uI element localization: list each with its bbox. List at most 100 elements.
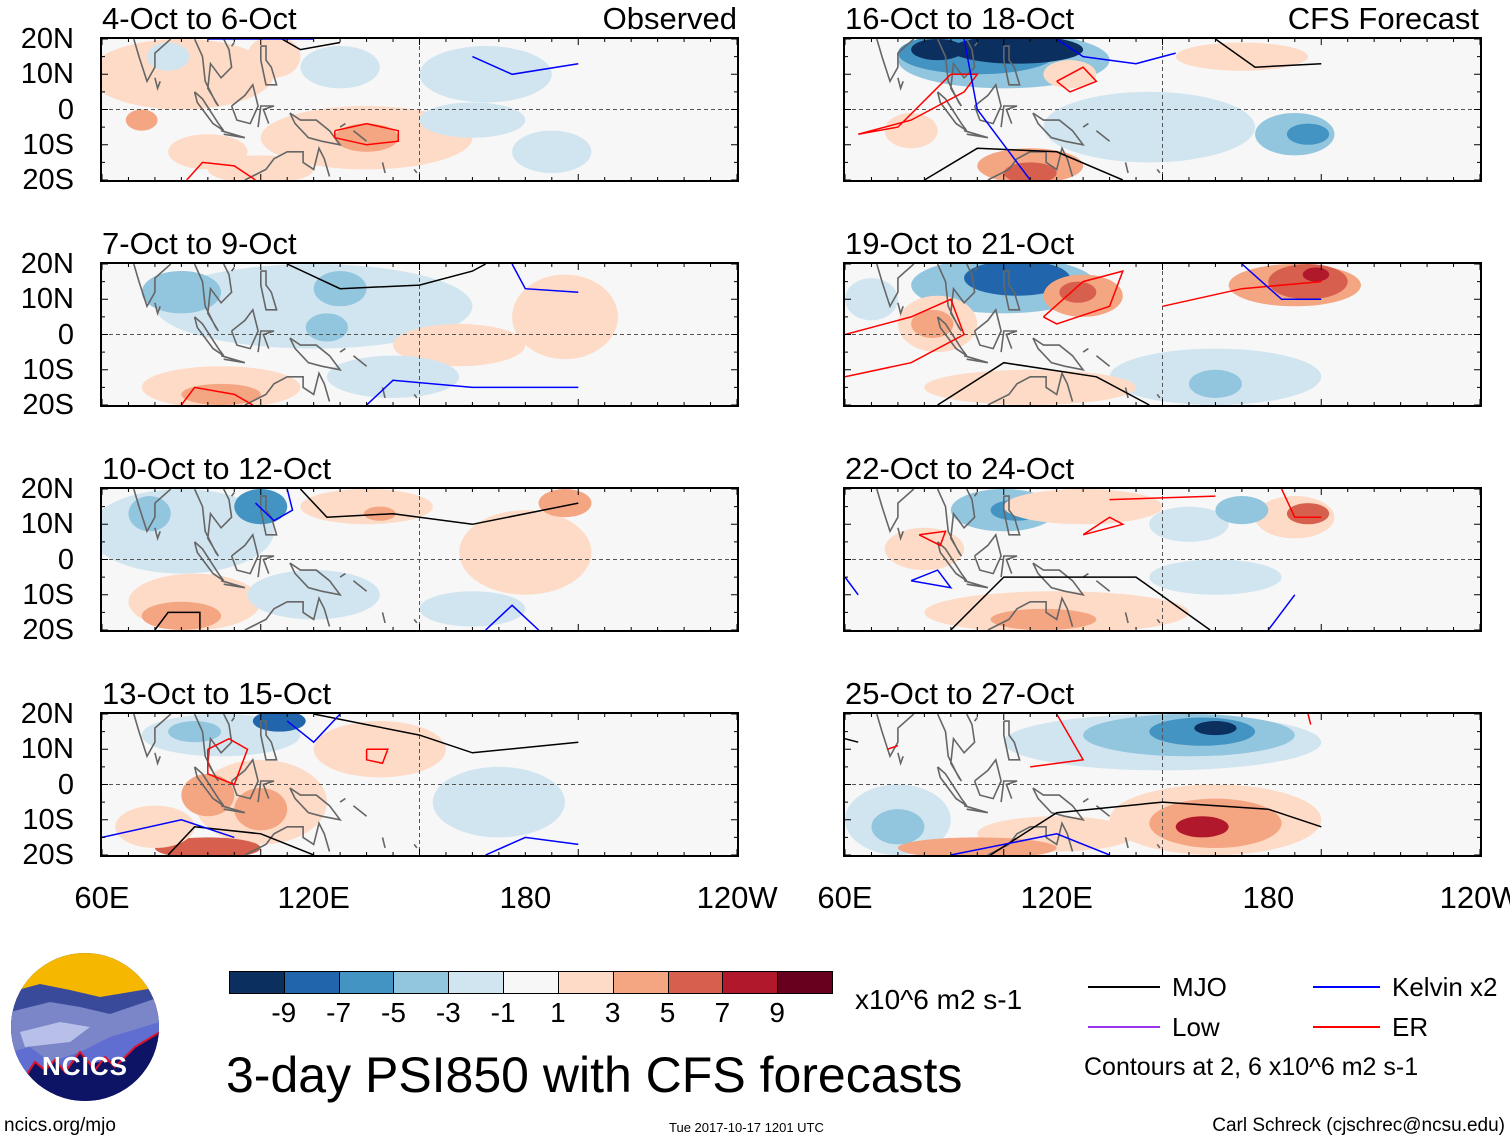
psi-anomaly-region (1286, 503, 1330, 525)
psi-anomaly-region (1003, 489, 1163, 525)
colorbar-label: 5 (659, 997, 676, 1028)
coastline (413, 168, 418, 174)
map-panel-observed-4 (100, 712, 739, 857)
coastline (230, 82, 259, 125)
psi-anomaly-region (125, 109, 158, 131)
psi-map (845, 264, 1480, 405)
panel-title: 4-Oct to 6-Oct (102, 1, 297, 36)
coastline (973, 532, 1002, 575)
coastline (1082, 347, 1089, 353)
psi-anomaly-region (141, 271, 222, 314)
coastline (973, 717, 978, 722)
coastline (133, 39, 172, 84)
colorbar-label: -1 (490, 997, 516, 1028)
wave-contour (1082, 516, 1125, 536)
psi-anomaly-region (990, 608, 1097, 630)
coastline (987, 371, 1074, 405)
psi-anomaly-region (432, 766, 566, 838)
wave-contour (472, 55, 579, 76)
psi-anomaly-region (300, 489, 433, 525)
legend-label-mjo: MJO (1172, 972, 1227, 1002)
wave-contour (1241, 264, 1322, 301)
coastline (230, 717, 235, 722)
psi-anomaly-region (326, 355, 460, 398)
psi-anomaly-region (911, 39, 965, 61)
coastline (230, 307, 259, 350)
legend-label-low: Low (1172, 1012, 1220, 1042)
coastline (1000, 555, 1018, 578)
panel-title: 19-Oct to 21-Oct (845, 226, 1075, 261)
colorbar-swatch (777, 971, 833, 994)
coastline (1003, 45, 1021, 86)
wave-contour (281, 39, 341, 51)
coastline (154, 527, 161, 541)
wave-contour (186, 161, 256, 180)
wave-contour (299, 489, 579, 526)
coastline (193, 264, 233, 332)
psi-anomaly-region (1188, 369, 1242, 398)
coastline (973, 267, 978, 272)
psi-map (102, 39, 737, 180)
wave-contour (950, 833, 1110, 855)
coastline (230, 532, 259, 575)
coastline (260, 270, 278, 311)
coastline (289, 562, 342, 596)
psi-anomaly-region (234, 788, 288, 831)
coastline (154, 77, 161, 91)
lat-label: 20S (22, 389, 74, 421)
panel-title: 7-Oct to 9-Oct (102, 226, 297, 261)
legend-label-kelvin: Kelvin x2 (1392, 972, 1498, 1002)
coastline (973, 492, 978, 497)
psi-anomaly-region (924, 369, 1137, 405)
psi-anomaly-region (1149, 559, 1282, 595)
lat-label: 20S (22, 164, 74, 196)
wave-contour (910, 569, 953, 589)
coastline (220, 354, 246, 364)
wave-contour (167, 826, 314, 855)
colorbar-swatch (283, 971, 340, 994)
wave-contour (963, 39, 1031, 180)
coastline (193, 489, 233, 557)
psi-anomaly-region (1286, 123, 1330, 145)
wave-contour (366, 379, 579, 405)
coastline (1095, 130, 1111, 142)
psi-anomaly-region (1194, 721, 1237, 736)
coastline (1082, 797, 1089, 803)
psi-anomaly-region (845, 278, 898, 321)
wave-contour (102, 819, 235, 839)
source-url[interactable]: ncics.org/mjo (4, 1115, 116, 1136)
coastline (289, 787, 342, 821)
lat-label: 20N (20, 473, 74, 505)
coastline (413, 618, 418, 624)
psi-anomaly-region (146, 42, 190, 71)
wave-contour (845, 298, 966, 378)
coastline (1124, 612, 1129, 624)
psi-map (102, 264, 737, 405)
panel-title: 16-Oct to 18-Oct (845, 1, 1075, 36)
lon-label: 120W (1439, 880, 1510, 915)
wave-contour (1056, 39, 1176, 65)
coastline (1032, 112, 1085, 146)
coastline (1095, 580, 1111, 592)
coastline (289, 337, 342, 371)
wave-contour (286, 714, 341, 744)
coastline (973, 757, 1002, 800)
colorbar-label: 3 (604, 997, 621, 1028)
psi-anomaly-region (1302, 267, 1330, 282)
panel-title: 13-Oct to 15-Oct (102, 676, 332, 711)
coastline (963, 354, 989, 364)
psi-anomaly-region (247, 570, 380, 620)
psi-anomaly-region (1003, 162, 1057, 180)
coastline (876, 489, 915, 534)
lat-label: 20S (22, 614, 74, 646)
coastline (289, 112, 342, 146)
map-panel-forecast-1 (843, 37, 1482, 182)
psi-anomaly-region (1215, 496, 1269, 525)
coastline (381, 837, 386, 849)
coastline (936, 714, 976, 782)
wave-contour (845, 576, 859, 596)
coastline (876, 39, 915, 84)
wave-contour (937, 361, 1150, 405)
psi-anomaly-region (305, 313, 349, 342)
coastline (1124, 837, 1129, 849)
